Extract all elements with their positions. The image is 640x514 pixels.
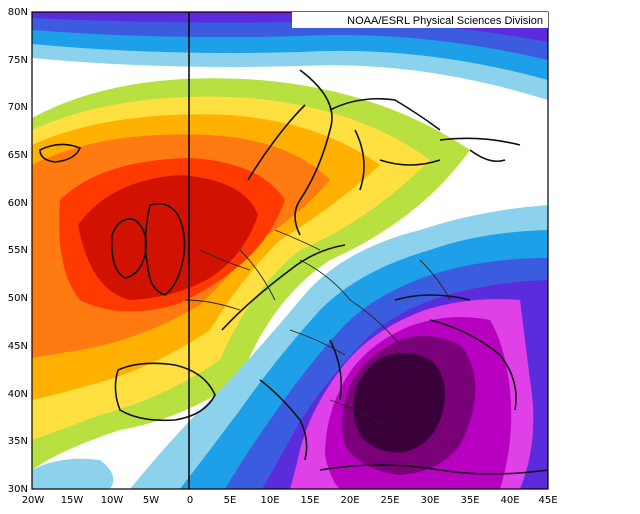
- lon-label: 35E: [460, 495, 479, 506]
- lat-label: 80N: [8, 7, 28, 18]
- lat-label: 65N: [8, 150, 28, 161]
- map-frame: [31, 11, 549, 490]
- coastlines: [39, 69, 548, 475]
- lat-label: 70N: [8, 102, 28, 113]
- lon-label: 25E: [380, 495, 399, 506]
- lat-label: 45N: [8, 341, 28, 352]
- lon-label: 10E: [260, 495, 279, 506]
- country-borders: [184, 229, 451, 431]
- lon-label: 40E: [500, 495, 519, 506]
- low-pressure-anomaly: [130, 205, 548, 489]
- lon-label: 15E: [300, 495, 319, 506]
- lat-label: 40N: [8, 389, 28, 400]
- minor-contour-patch: [32, 458, 114, 489]
- credit-text: NOAA/ESRL Physical Sciences Division: [347, 15, 543, 27]
- lat-label: 75N: [8, 55, 28, 66]
- lon-label: 5E: [224, 495, 237, 506]
- lon-label: 20E: [340, 495, 359, 506]
- lon-label: 10W: [101, 495, 124, 506]
- lon-label: 5W: [143, 495, 159, 506]
- contour-field: [32, 12, 548, 489]
- lon-label: 15W: [61, 495, 84, 506]
- latitude-axis: 80N 75N 70N 65N 60N 55N 50N 45N 40N 35N …: [8, 7, 28, 495]
- lat-label: 50N: [8, 293, 28, 304]
- high-pressure-anomaly: [32, 78, 470, 470]
- lon-label: 0: [187, 495, 193, 506]
- lon-label: 30E: [420, 495, 439, 506]
- lon-label: 20W: [22, 495, 45, 506]
- lat-label: 30N: [8, 484, 28, 495]
- lat-label: 60N: [8, 198, 28, 209]
- longitude-axis: 20W 15W 10W 5W 0 5E 10E 15E 20E 25E 30E …: [22, 495, 558, 506]
- credit-box: NOAA/ESRL Physical Sciences Division: [292, 12, 548, 28]
- lon-label: 45E: [538, 495, 557, 506]
- lat-label: 35N: [8, 436, 28, 447]
- lat-label: 55N: [8, 245, 28, 256]
